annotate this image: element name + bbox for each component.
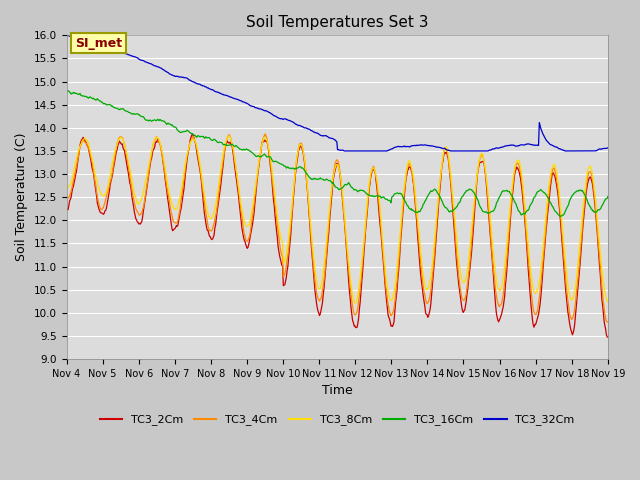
TC3_16Cm xyxy=(557,214,564,219)
TC3_32Cm xyxy=(340,148,348,154)
TC3_2Cm xyxy=(404,168,412,173)
Line: TC3_8Cm: TC3_8Cm xyxy=(67,136,608,303)
TC3_2Cm xyxy=(128,194,136,200)
TC3_2Cm xyxy=(72,169,80,175)
TC3_4Cm xyxy=(212,214,220,219)
TC3_16Cm xyxy=(212,138,220,144)
Legend: TC3_2Cm, TC3_4Cm, TC3_8Cm, TC3_16Cm, TC3_32Cm: TC3_2Cm, TC3_4Cm, TC3_8Cm, TC3_16Cm, TC3… xyxy=(95,410,579,430)
TC3_32Cm xyxy=(404,144,412,149)
TC3_4Cm xyxy=(72,164,80,169)
TC3_8Cm xyxy=(404,159,412,165)
TC3_16Cm xyxy=(403,202,411,208)
TC3_32Cm xyxy=(72,35,80,41)
TC3_16Cm xyxy=(63,88,70,94)
TC3_4Cm xyxy=(128,188,136,193)
Text: SI_met: SI_met xyxy=(75,36,122,49)
TC3_8Cm xyxy=(212,202,220,208)
TC3_32Cm xyxy=(420,142,428,148)
TC3_32Cm xyxy=(63,33,70,38)
TC3_8Cm xyxy=(225,133,233,139)
TC3_16Cm xyxy=(604,193,612,199)
Line: TC3_4Cm: TC3_4Cm xyxy=(67,134,608,322)
TC3_32Cm xyxy=(212,89,220,95)
TC3_32Cm xyxy=(183,75,191,81)
TC3_32Cm xyxy=(604,145,612,151)
Line: TC3_2Cm: TC3_2Cm xyxy=(67,134,608,337)
TC3_16Cm xyxy=(128,111,136,117)
TC3_2Cm xyxy=(63,207,70,213)
TC3_16Cm xyxy=(419,204,426,209)
TC3_8Cm xyxy=(420,278,428,284)
TC3_2Cm xyxy=(212,216,220,221)
Title: Soil Temperatures Set 3: Soil Temperatures Set 3 xyxy=(246,15,428,30)
TC3_4Cm xyxy=(183,154,191,159)
TC3_8Cm xyxy=(128,178,136,184)
TC3_4Cm xyxy=(63,196,70,202)
TC3_32Cm xyxy=(128,53,136,59)
TC3_4Cm xyxy=(420,285,428,290)
Line: TC3_32Cm: TC3_32Cm xyxy=(67,36,608,151)
TC3_8Cm xyxy=(63,185,70,191)
TC3_8Cm xyxy=(351,300,358,306)
TC3_4Cm xyxy=(261,131,269,137)
Line: TC3_16Cm: TC3_16Cm xyxy=(67,91,608,216)
TC3_4Cm xyxy=(604,319,612,325)
TC3_8Cm xyxy=(183,152,191,157)
TC3_8Cm xyxy=(72,156,80,162)
TC3_8Cm xyxy=(604,299,612,305)
Y-axis label: Soil Temperature (C): Soil Temperature (C) xyxy=(15,133,28,262)
TC3_2Cm xyxy=(188,131,196,137)
X-axis label: Time: Time xyxy=(322,384,353,397)
TC3_4Cm xyxy=(404,165,412,171)
TC3_2Cm xyxy=(604,334,612,340)
TC3_2Cm xyxy=(183,157,191,163)
TC3_2Cm xyxy=(420,294,428,300)
TC3_16Cm xyxy=(183,127,191,133)
TC3_16Cm xyxy=(72,90,80,96)
